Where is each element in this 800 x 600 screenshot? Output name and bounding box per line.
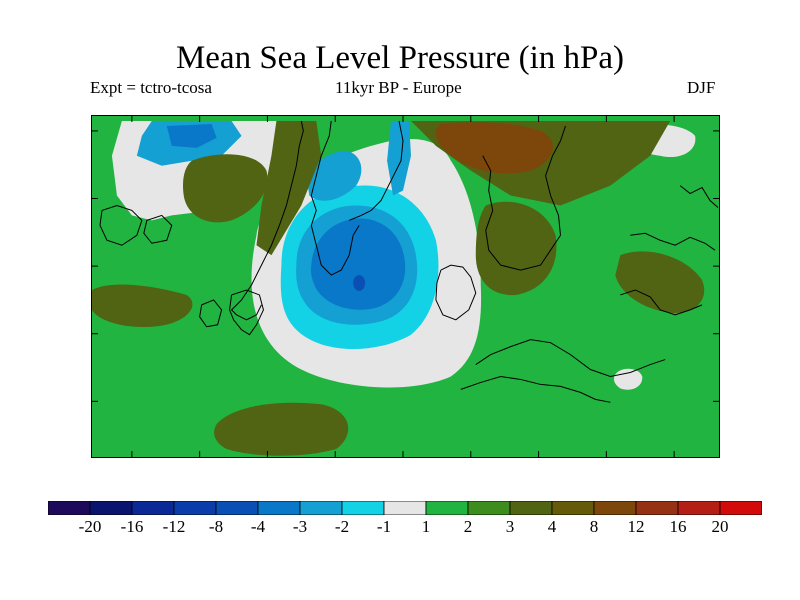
brown-region-ne [435,122,553,174]
coastline-east-2 [620,289,703,316]
season-label: DJF [687,78,716,97]
low-core [353,275,366,291]
colorbar-label: -8 [208,517,224,536]
olive-region-nw [182,154,268,223]
colorbar-swatch-9 [425,501,469,515]
colorbar [48,501,762,515]
coastline-europe-north [482,125,566,271]
coastlines [99,120,719,403]
colorbar-label: -20 [78,517,102,536]
colorbar-swatch-10 [467,501,511,515]
colorbar-label: 4 [547,517,557,536]
coastline-mediterranean [475,339,666,377]
colorbar-label: 20 [711,517,729,536]
coastline-norway [348,120,404,221]
olive-region-north [256,120,322,256]
colorbar-label: -16 [120,517,144,536]
colorbar-label: 8 [589,517,599,536]
colorbar-swatch-15 [677,501,721,515]
colorbar-swatch-1 [89,501,133,515]
colorbar-swatch-4 [215,501,259,515]
colorbar-swatch-8 [383,501,427,515]
colorbar-label: 1 [421,517,431,536]
olive-region-west [92,284,193,328]
nw-dark-blue-patch [166,123,217,148]
colorbar-swatch-7 [341,501,385,515]
olive-region-far-east [615,251,705,314]
colorbar-swatch-3 [173,501,217,515]
colorbar-label: -12 [162,517,186,536]
coastline-east [630,232,716,251]
coastline-iberia [435,264,477,321]
blue-region [310,218,406,310]
period-region-label: 11kyr BP - Europe [335,78,462,97]
coastline-far-east [679,185,719,208]
colorbar-swatch-2 [131,501,175,515]
map-title: Mean Sea Level Pressure (in hPa) [175,40,625,76]
olive-region-south [214,402,349,456]
colorbar-label: -2 [334,517,350,536]
colorbar-swatch-0 [48,501,91,515]
colorbar-swatch-14 [635,501,679,515]
colorbar-swatch-6 [299,501,343,515]
pressure-map [91,115,720,458]
coastline-nw-island [99,204,143,246]
colorbar-label: -4 [250,517,266,536]
colorbar-label: 12 [627,517,645,536]
colorbar-swatch-13 [593,501,637,515]
coastline-british-isles [229,289,264,336]
colorbar-label: -1 [376,517,392,536]
colorbar-swatch-16 [719,501,762,515]
colorbar-swatch-5 [257,501,301,515]
experiment-label: Expt = tctro-tcosa [90,78,212,97]
coastline-west-islands [143,214,173,244]
colorbar-label: 16 [669,517,687,536]
coastline-africa [460,375,611,403]
pressure-anomaly-field [92,116,719,457]
colorbar-labels: -20 -16 -12 -8 -4 -3 -2 -1 1 2 3 4 8 12 16 20 [0,517,800,541]
coastline-scandinavia [230,120,304,321]
north-blue-streak [306,150,362,201]
map-ticks [92,116,719,457]
colorbar-label: -3 [292,517,308,536]
colorbar-swatch-11 [509,501,553,515]
colorbar-swatch-12 [551,501,595,515]
colorbar-label: 3 [505,517,515,536]
coastline-scandinavia-east [310,120,360,276]
olive-region-east [475,201,557,296]
coastline-ireland [199,299,223,328]
colorbar-label: 2 [463,517,473,536]
